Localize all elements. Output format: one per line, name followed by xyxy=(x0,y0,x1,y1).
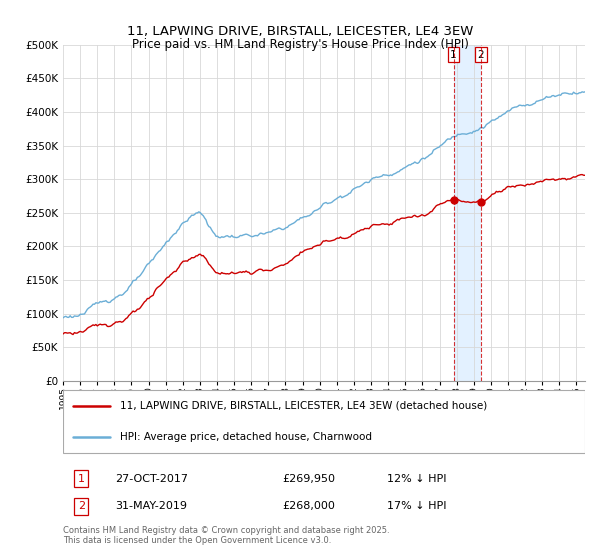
Text: 2: 2 xyxy=(78,501,85,511)
Text: 11, LAPWING DRIVE, BIRSTALL, LEICESTER, LE4 3EW (detached house): 11, LAPWING DRIVE, BIRSTALL, LEICESTER, … xyxy=(121,401,488,411)
Text: 27-OCT-2017: 27-OCT-2017 xyxy=(115,474,188,484)
Text: £269,950: £269,950 xyxy=(282,474,335,484)
Text: 2: 2 xyxy=(478,50,484,60)
Text: 1: 1 xyxy=(78,474,85,484)
Text: 31-MAY-2019: 31-MAY-2019 xyxy=(115,501,187,511)
Text: HPI: Average price, detached house, Charnwood: HPI: Average price, detached house, Char… xyxy=(121,432,373,442)
Text: Contains HM Land Registry data © Crown copyright and database right 2025.
This d: Contains HM Land Registry data © Crown c… xyxy=(63,526,389,545)
Text: £268,000: £268,000 xyxy=(282,501,335,511)
Text: 17% ↓ HPI: 17% ↓ HPI xyxy=(386,501,446,511)
FancyBboxPatch shape xyxy=(63,390,585,453)
Bar xyxy=(454,45,481,381)
Text: 11, LAPWING DRIVE, BIRSTALL, LEICESTER, LE4 3EW: 11, LAPWING DRIVE, BIRSTALL, LEICESTER, … xyxy=(127,25,473,38)
Text: 12% ↓ HPI: 12% ↓ HPI xyxy=(386,474,446,484)
Text: 1: 1 xyxy=(450,50,457,60)
Text: Price paid vs. HM Land Registry's House Price Index (HPI): Price paid vs. HM Land Registry's House … xyxy=(131,38,469,50)
